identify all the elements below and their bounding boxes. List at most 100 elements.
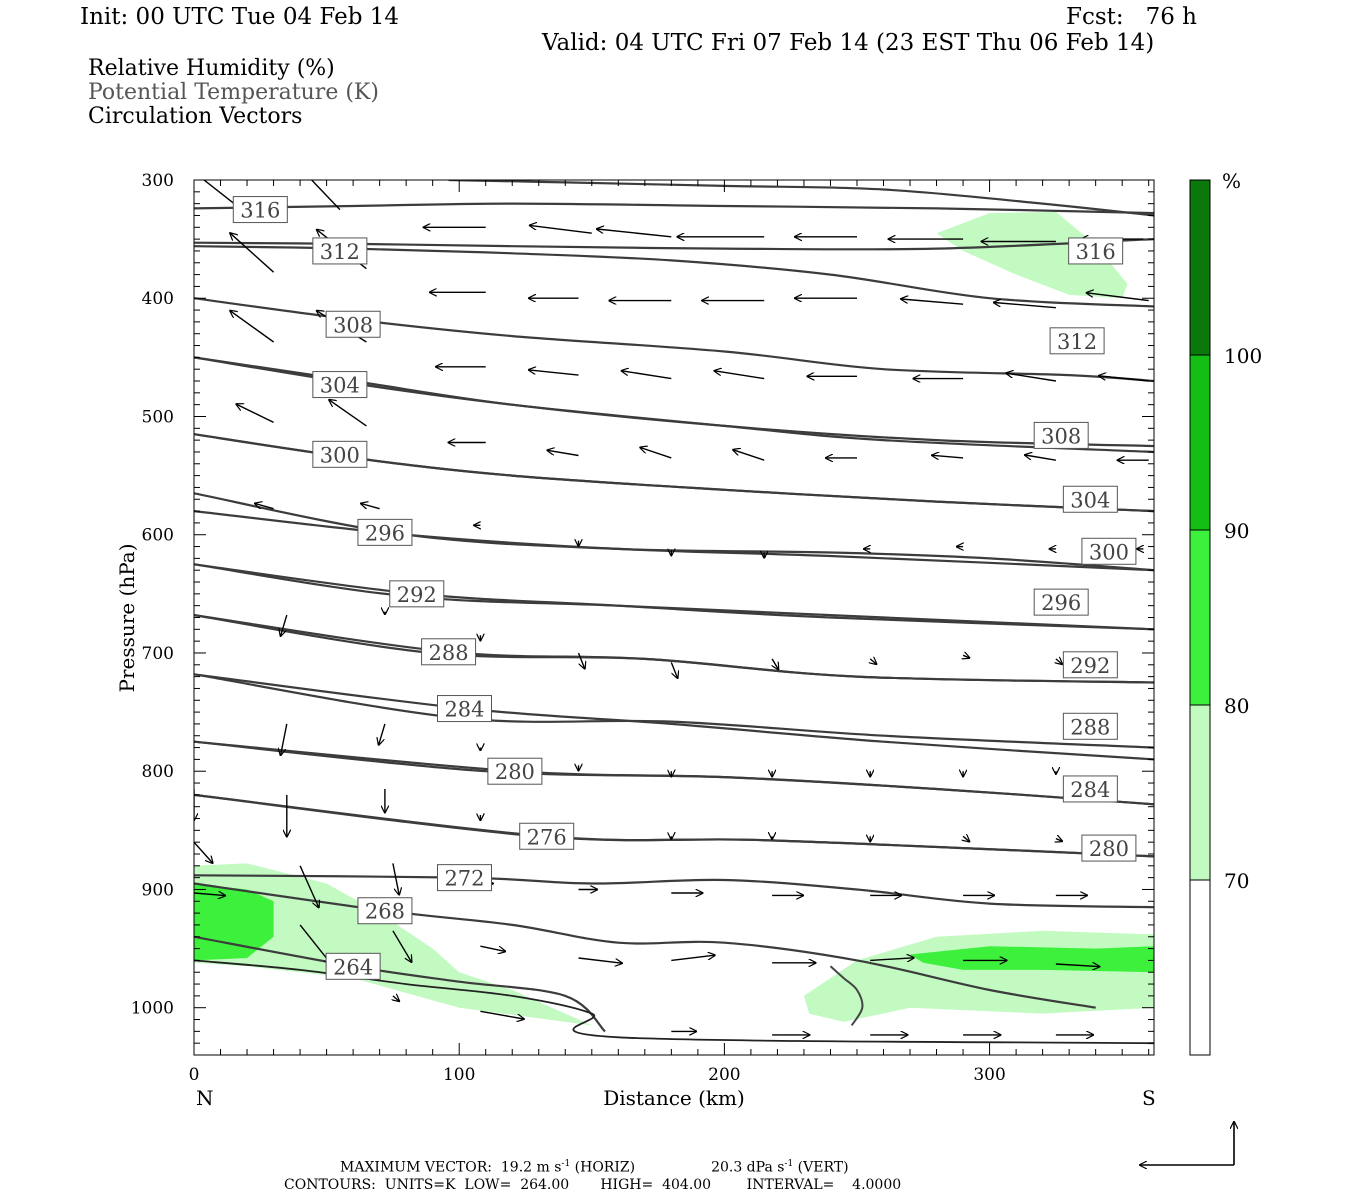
theta-label-box-14 (421, 638, 477, 666)
circulation-vector-90 (480, 945, 505, 951)
theta-label-7: 304 (1070, 488, 1110, 512)
circulation-vector-40 (255, 504, 274, 510)
theta-label-15: 288 (1070, 715, 1110, 739)
circulation-vector-58 (1056, 659, 1062, 664)
circulation-vector-4 (597, 229, 672, 238)
y-tick-label: 800 (142, 762, 174, 782)
theta-label-box-0 (232, 196, 288, 224)
theta-label-box-12 (389, 580, 445, 608)
colorbar-segment-70 (1190, 705, 1210, 880)
theta-label-box-3 (1049, 327, 1105, 355)
theta-contour-21 (194, 874, 1154, 909)
circulation-vector-19 (1087, 293, 1149, 302)
circulation-vector-41 (361, 504, 380, 510)
theta-label-box-10 (357, 518, 413, 546)
circulation-vector-37 (932, 455, 964, 458)
circulation-vector-75 (963, 836, 969, 841)
circulation-vector-76 (1056, 839, 1062, 842)
contour-info: CONTOURS: UNITS=K LOW= 264.00 HIGH= 404.… (284, 1177, 902, 1193)
theta-label-box-11 (1033, 588, 1089, 616)
circulation-vector-59 (281, 723, 288, 755)
circulation-vector-10 (230, 233, 275, 273)
theta-label-box-2 (312, 237, 368, 265)
theta-label-19: 280 (1089, 837, 1129, 861)
circulation-vector-1 (310, 180, 341, 211)
circulation-vector-28 (1006, 373, 1057, 382)
theta-label-box-13 (1062, 651, 1118, 679)
theta-contour-12 (194, 563, 1154, 631)
y-tick-label: 300 (142, 171, 174, 191)
theta-label-box-20 (519, 822, 575, 850)
y-tick-label: 400 (142, 289, 174, 309)
theta-label-11: 296 (1041, 591, 1081, 615)
circulation-vector-33 (548, 450, 579, 457)
theta-label-box-17 (1062, 775, 1118, 803)
circulation-vector-79 (392, 863, 399, 894)
theta-label-17: 284 (1070, 778, 1110, 802)
theta-label-16: 284 (444, 698, 484, 722)
theta-label-box-22 (357, 897, 413, 925)
x-tick-label: 300 (973, 1065, 1005, 1085)
colorbar-segment-below (1190, 880, 1210, 1055)
x-axis-label: Distance (km) (603, 1086, 745, 1110)
y-tick-label: 600 (142, 526, 174, 546)
circulation-vector-94 (870, 958, 913, 961)
theta-contour-20 (194, 793, 1154, 858)
theta-label-21: 272 (444, 867, 484, 891)
y-axis-label: Pressure (hPa) (115, 544, 139, 693)
circulation-vector-25 (715, 371, 765, 380)
circulation-vector-77 (194, 841, 213, 863)
theta-label-box-21 (436, 864, 492, 892)
colorbar-segment-80 (1190, 530, 1210, 705)
circulation-vector-50 (281, 614, 288, 636)
colorbar-label-90: 90 (1224, 519, 1249, 543)
circulation-vector-78 (299, 865, 319, 908)
theta-label-4: 308 (333, 313, 373, 337)
circulation-vector-35 (733, 450, 765, 461)
reference-vector (1140, 1122, 1234, 1165)
circulation-vector-92 (671, 955, 714, 962)
theta-label-10: 296 (365, 521, 405, 545)
theta-label-8: 300 (320, 443, 360, 467)
circulation-vector-24 (622, 371, 672, 380)
south-end-label: S (1142, 1086, 1156, 1110)
theta-label-0: 316 (240, 199, 280, 223)
circulation-vector-29 (1099, 376, 1149, 382)
circulation-vector-17 (901, 299, 964, 305)
theta-label-20: 276 (527, 825, 567, 849)
colorbar-label-70: 70 (1224, 869, 1249, 893)
theta-contour-14 (194, 614, 1154, 684)
theta-label-13: 292 (1070, 654, 1110, 678)
circulation-vector-54 (670, 662, 677, 678)
theta-contour-15 (194, 673, 1154, 749)
circulation-vector-20 (230, 311, 275, 343)
theta-contour-16 (194, 673, 1154, 761)
y-tick-label: 700 (142, 644, 174, 664)
circulation-vector-91 (578, 957, 622, 963)
theta-label-23: 264 (333, 955, 373, 979)
circulation-vector-97 (393, 996, 399, 1001)
theta-contour-4 (194, 297, 1154, 383)
theta-label-18: 280 (495, 760, 535, 784)
init-time: Init: 00 UTC Tue 04 Feb 14 (80, 4, 400, 30)
theta-label-5: 308 (1041, 424, 1081, 448)
circulation-vector-60 (379, 723, 386, 745)
theta-label-9: 300 (1089, 540, 1129, 564)
theta-contour-19 (194, 793, 1154, 858)
circulation-vector-57 (963, 655, 969, 658)
circulation-vector-23 (529, 370, 579, 376)
theta-label-22: 268 (365, 900, 405, 924)
north-end-label: N (196, 1086, 214, 1110)
rh-region-4 (936, 211, 1128, 299)
theta-label-12: 292 (397, 583, 437, 607)
theta-label-3: 312 (1057, 330, 1097, 354)
circulation-vector-89 (392, 930, 412, 962)
theta-label-box-4 (325, 310, 381, 338)
theta-label-box-19 (1081, 834, 1137, 862)
circulation-vector-55 (772, 658, 778, 669)
theta-label-box-6 (312, 371, 368, 399)
theta-label-box-16 (436, 695, 492, 723)
theta-contour-0 (194, 202, 1154, 215)
field-vectors-label: Circulation Vectors (88, 104, 303, 129)
theta-label-box-1 (1068, 237, 1124, 265)
